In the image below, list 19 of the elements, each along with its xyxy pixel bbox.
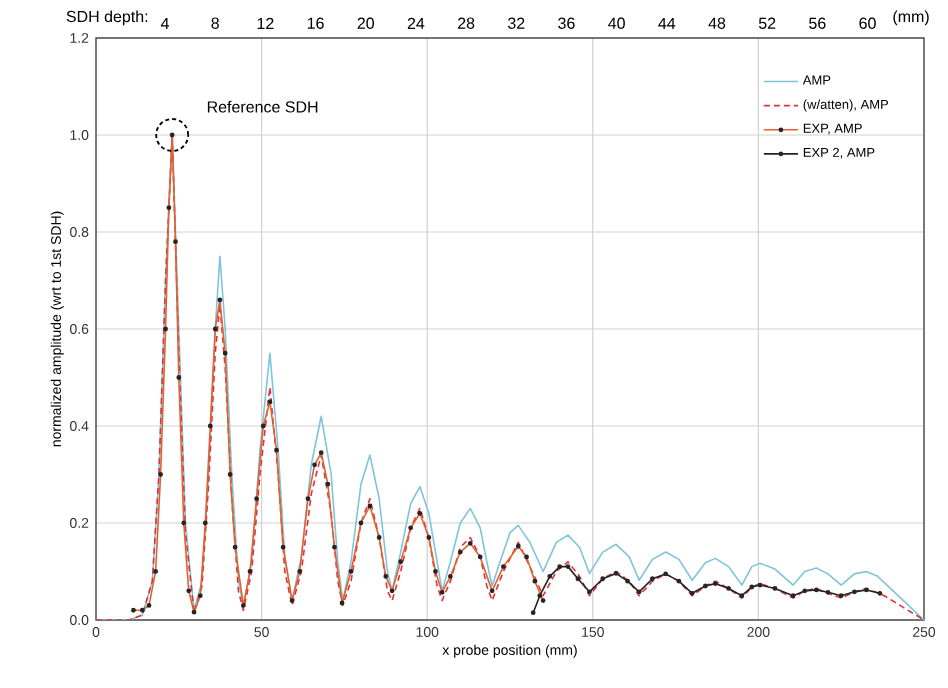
x2-tick-label: 48 bbox=[708, 17, 726, 29]
x2-tick-label: 4 bbox=[160, 17, 169, 29]
x2-tick-label: 8 bbox=[211, 17, 219, 29]
x2-tick-label: 56 bbox=[809, 17, 826, 29]
x2-tick-label: 32 bbox=[507, 17, 525, 29]
annotation: Reference SDH bbox=[207, 100, 318, 113]
x2-tick-label: 52 bbox=[758, 17, 776, 29]
x2-tick-label: 44 bbox=[658, 17, 676, 29]
x2-tick-label: 40 bbox=[608, 17, 625, 29]
x2-tick-label: 16 bbox=[307, 17, 324, 29]
x2-axis-title: SDH depth: bbox=[66, 10, 148, 26]
x2-tick-label: 36 bbox=[558, 17, 575, 29]
text: (mm) bbox=[893, 10, 929, 26]
line-series bbox=[530, 564, 883, 616]
x2-tick-label: 24 bbox=[407, 17, 425, 29]
x2-tick-label: 12 bbox=[257, 17, 274, 29]
x2-tick-label: 20 bbox=[357, 17, 375, 29]
x2-tick-label: 60 bbox=[859, 17, 876, 29]
x2-tick-label: 28 bbox=[458, 17, 475, 29]
